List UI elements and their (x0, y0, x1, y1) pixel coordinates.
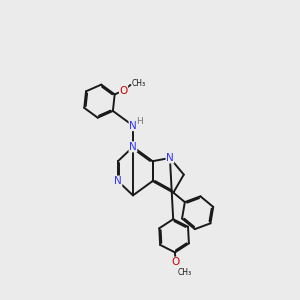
Text: CH₃: CH₃ (177, 268, 191, 277)
Text: N: N (129, 121, 137, 130)
Text: O: O (171, 257, 180, 267)
Text: H: H (136, 117, 143, 126)
Text: N: N (114, 176, 122, 186)
Text: CH₃: CH₃ (131, 79, 146, 88)
Text: O: O (119, 85, 128, 95)
Text: N: N (129, 142, 137, 152)
Text: N: N (166, 153, 174, 163)
